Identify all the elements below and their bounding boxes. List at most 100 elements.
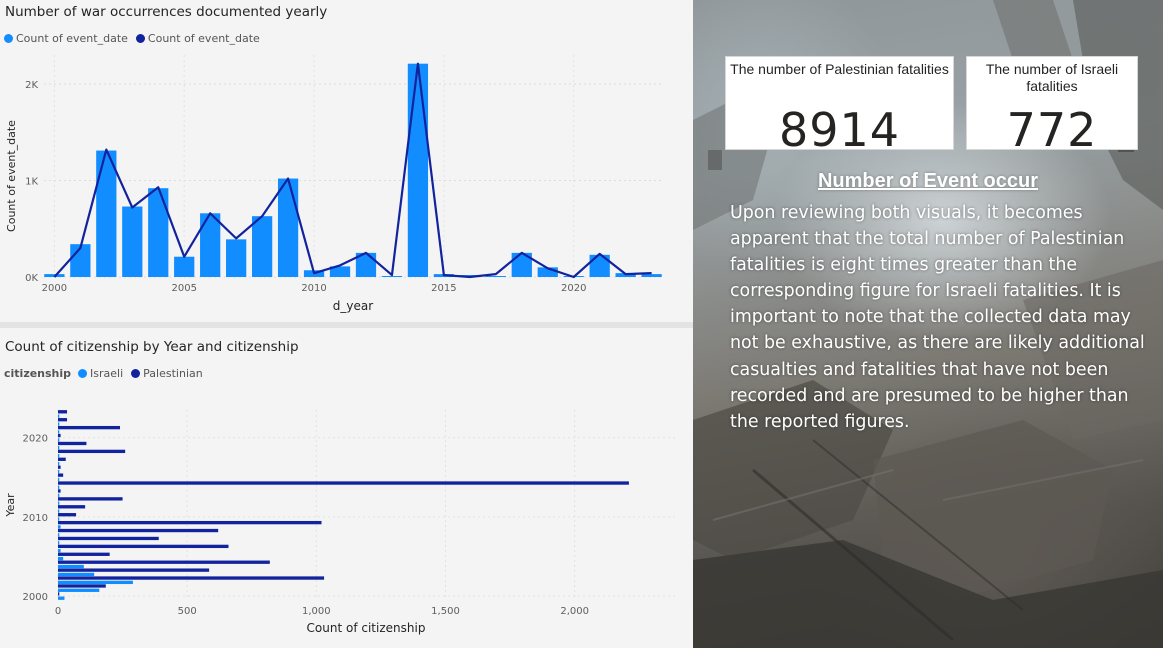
bar-palestinian — [58, 410, 68, 414]
palestinian-fatalities-card[interactable]: The number of Palestinian fatalities 891… — [725, 56, 954, 157]
bar — [511, 252, 532, 277]
bar — [96, 150, 117, 277]
bar-palestinian — [58, 552, 110, 556]
yearly-occurrences-visual[interactable]: Number of war occurrences documented yea… — [0, 0, 693, 322]
legend-label: Count of event_date — [147, 32, 260, 45]
legend-label: Palestinian — [143, 367, 203, 380]
x-tick-label: 0 — [55, 606, 61, 617]
x-tick-label: 2015 — [431, 283, 456, 294]
bar-israeli — [58, 430, 60, 434]
bar — [200, 213, 221, 277]
bar-palestinian — [58, 544, 229, 549]
bar-israeli — [58, 580, 133, 585]
bar-israeli — [58, 556, 64, 561]
bar-israeli — [58, 461, 60, 466]
bar-israeli — [58, 477, 60, 482]
bar-palestinian — [58, 465, 61, 469]
bar-palestinian — [58, 425, 120, 430]
x-tick-label: 2,000 — [560, 606, 589, 617]
bar-palestinian — [58, 576, 325, 580]
bar — [148, 188, 169, 277]
bar — [277, 178, 299, 277]
event-heading: Number of Event occur — [817, 170, 1039, 192]
bar-israeli — [58, 517, 60, 521]
bar — [174, 256, 195, 277]
x-tick-label: 500 — [178, 606, 197, 617]
bar-palestinian — [58, 441, 87, 446]
legend-item[interactable]: Palestinian — [131, 367, 203, 380]
background-image-panel: The number of Palestinian fatalities 891… — [693, 0, 1163, 648]
bar-israeli — [58, 485, 60, 490]
charts-panel: Number of war occurrences documented yea… — [0, 0, 693, 648]
y-tick-label: 1K — [25, 176, 38, 187]
chart-title: Number of war occurrences documented yea… — [5, 4, 328, 20]
bar-palestinian — [58, 433, 61, 438]
bar-palestinian — [58, 505, 86, 509]
x-tick-label: 2020 — [561, 283, 586, 294]
bar-palestinian — [58, 418, 68, 422]
bar-palestinian — [58, 489, 61, 493]
bar — [226, 239, 247, 277]
chart-legend: Count of event_date Count of event_date — [4, 32, 264, 45]
bar-palestinian — [58, 481, 629, 485]
kpi-value: 8914 — [778, 103, 901, 157]
bar-palestinian — [58, 528, 219, 533]
bar — [329, 266, 351, 277]
bar-palestinian — [58, 592, 60, 596]
kpi-value: 772 — [1006, 103, 1098, 157]
legend-dot-icon — [78, 369, 88, 378]
bar — [641, 274, 662, 277]
legend-item[interactable]: Count of event_date — [4, 32, 128, 45]
bar-palestinian — [58, 449, 126, 454]
y-tick-label: 2020 — [23, 434, 48, 445]
citizenship-chart[interactable]: 0 500 1,000 1,500 2,000 2000 2010 2020 Count of … — [0, 328, 693, 648]
legend-dot-icon — [4, 34, 13, 43]
bar-palestinian — [58, 560, 270, 564]
event-description: Upon reviewing both visuals, it becomes … — [730, 203, 1145, 432]
bar-palestinian — [58, 584, 106, 588]
bar-palestinian — [58, 497, 123, 501]
bar-israeli — [58, 454, 60, 458]
bar — [589, 254, 610, 277]
legend-title: citizenship — [4, 367, 72, 380]
legend-item[interactable]: Count of event_date — [135, 32, 260, 45]
visual-divider — [0, 322, 693, 328]
legend-label: Count of event_date — [16, 32, 128, 45]
kpi-label: The number of Palestinian fatalities — [730, 61, 949, 77]
bar-israeli — [58, 564, 84, 569]
legend-dot-icon — [135, 34, 145, 43]
bar-israeli — [58, 422, 60, 426]
bar-israeli — [58, 414, 60, 418]
bar-palestinian — [58, 568, 210, 572]
bar-israeli — [58, 596, 65, 600]
y-tick-label: 0K — [25, 273, 38, 284]
bar-israeli — [58, 446, 60, 450]
citizenship-visual[interactable]: Count of citizenship by Year and citizen… — [0, 328, 693, 648]
bar-palestinian — [58, 473, 64, 477]
bar — [485, 276, 506, 277]
bar-israeli — [58, 533, 60, 537]
bar-palestinian — [58, 536, 159, 541]
bar — [407, 63, 429, 278]
x-axis-title: d_year — [333, 299, 373, 313]
legend-item[interactable]: Israeli — [78, 367, 123, 380]
chart-legend: citizenship Israeli Palestinian — [4, 367, 207, 380]
x-axis-title: Count of citizenship — [307, 621, 426, 635]
israeli-fatalities-card[interactable]: The number of Israeli fatalities 772 — [966, 56, 1138, 157]
x-tick-label: 2000 — [42, 283, 67, 294]
legend-label: Israeli — [90, 367, 124, 380]
bar-israeli — [58, 493, 60, 497]
bar-israeli — [58, 525, 61, 529]
yearly-occurrences-chart[interactable]: 0K 1K 2K 2000 2005 2010 2015 2020 d_year Count of… — [0, 0, 693, 322]
bar-israeli — [58, 501, 60, 505]
y-tick-label: 2K — [25, 80, 38, 91]
series-line — [53, 62, 652, 279]
bar-palestinian — [58, 520, 322, 525]
bar-israeli — [58, 572, 95, 577]
bar — [122, 206, 143, 277]
bar — [381, 276, 403, 277]
y-axis-title: Year — [4, 493, 17, 518]
bar-israeli — [58, 469, 60, 474]
bar-palestinian — [58, 457, 66, 461]
